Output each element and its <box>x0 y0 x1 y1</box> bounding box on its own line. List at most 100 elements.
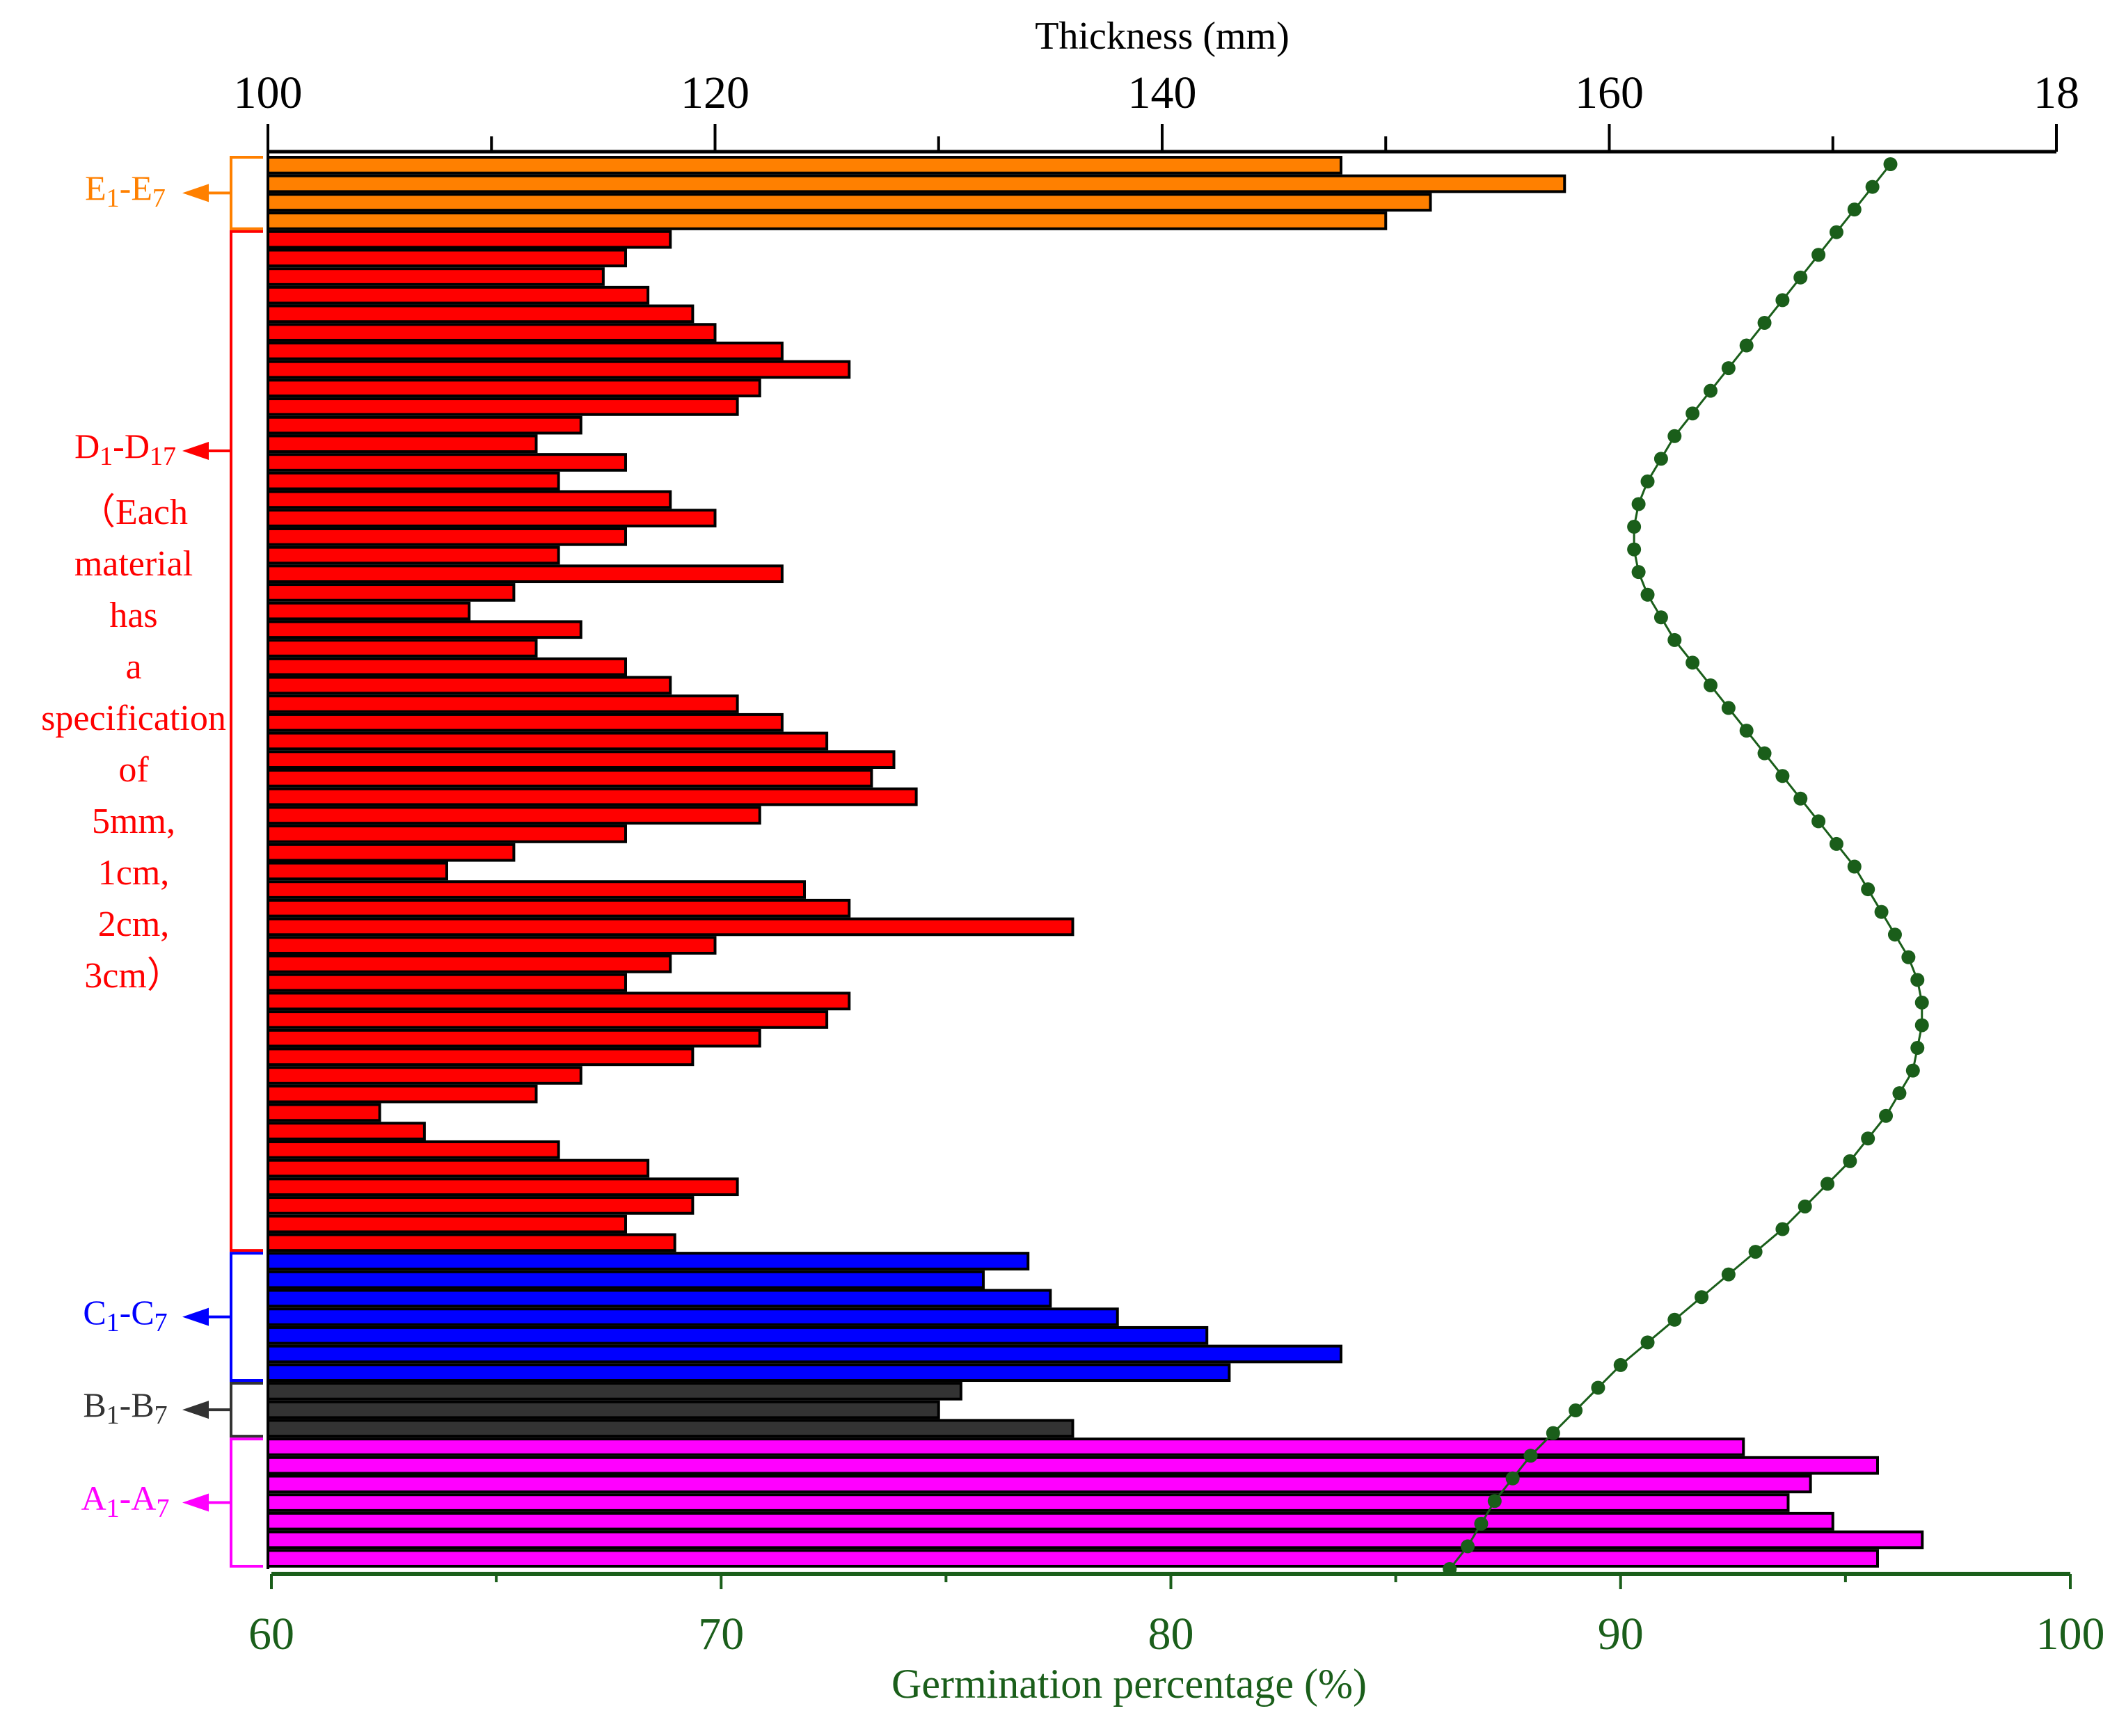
curve-point <box>1591 1380 1605 1395</box>
arrow-head-c <box>182 1307 209 1326</box>
curve-point <box>1879 1108 1894 1123</box>
bar-d <box>267 973 627 992</box>
bar-d <box>267 676 672 695</box>
curve-point <box>1640 1335 1655 1350</box>
curve-point <box>1901 950 1916 964</box>
bar-d <box>267 285 650 305</box>
curve-point <box>1474 1516 1489 1531</box>
bar-d <box>267 620 582 639</box>
note-line: 2cm, <box>97 905 170 944</box>
bar-a <box>267 1456 1879 1475</box>
group-label-part: 7 <box>156 1493 170 1523</box>
curve-point <box>1653 452 1668 466</box>
curve-point <box>1721 361 1736 376</box>
bar-d <box>267 509 717 527</box>
curve-point <box>1748 1245 1763 1259</box>
group-label-part: -E <box>119 168 152 208</box>
curve-point <box>1739 338 1754 353</box>
bar-c <box>267 1252 1030 1271</box>
curve-point <box>1887 927 1902 942</box>
bar-d <box>267 1103 381 1122</box>
bar-d <box>267 1010 829 1029</box>
bar-c <box>267 1325 1209 1345</box>
curve-point <box>1892 1086 1907 1101</box>
top-tick-label: 140 <box>1128 67 1197 118</box>
curve-point <box>1874 905 1889 919</box>
bar-b <box>267 1382 962 1401</box>
specification-note: （Each material has a specification of 5m… <box>15 487 252 1002</box>
note-line: 3cm） <box>84 956 183 996</box>
curve-point <box>1793 270 1808 285</box>
curve-point <box>1757 315 1772 330</box>
bar-d <box>267 601 471 621</box>
curve-point <box>1865 180 1880 194</box>
bar-d <box>267 1084 538 1104</box>
note-line: material <box>74 544 193 584</box>
bar-d <box>267 415 582 435</box>
bar-d <box>267 397 739 416</box>
bar-d <box>267 434 538 454</box>
bar-d <box>267 954 672 973</box>
group-label-part: A <box>81 1478 106 1518</box>
bar-c <box>267 1289 1052 1308</box>
curve-point <box>1653 610 1668 625</box>
bar-d <box>267 453 627 472</box>
note-line: 1cm, <box>97 853 170 893</box>
curve-point <box>1704 383 1718 398</box>
curve-point <box>1847 202 1862 217</box>
bar-d <box>267 1140 560 1159</box>
curve-point <box>1505 1471 1520 1486</box>
curve-point <box>1487 1494 1502 1508</box>
arrow-head-e <box>182 184 209 202</box>
curve-point <box>1569 1403 1583 1418</box>
group-label-e: E1-E7 <box>66 170 184 212</box>
bar-d <box>267 843 516 862</box>
bar-b <box>267 1400 940 1419</box>
bar-a <box>267 1438 1745 1456</box>
group-label-part: D <box>74 427 100 465</box>
curve-point <box>1546 1426 1560 1440</box>
group-label-part: 7 <box>152 184 166 214</box>
curve-point <box>1775 769 1790 783</box>
bar-d <box>267 639 538 658</box>
note-line: 5mm, <box>92 802 175 841</box>
bar-d <box>267 248 627 268</box>
note-line: （Each <box>79 493 188 532</box>
group-label-part: 17 <box>149 442 176 471</box>
curve-point <box>1631 565 1646 580</box>
axes-layer: 100 120 140 160 18 Thickness (mm) 60 70 80 90 100 G… <box>234 15 2105 1707</box>
bar-d <box>267 471 560 491</box>
curve-point <box>1739 724 1754 738</box>
bar-d <box>267 564 784 584</box>
curve-point <box>1883 157 1898 171</box>
group-label-part: C <box>83 1292 106 1332</box>
group-label-part: 1 <box>100 442 113 471</box>
curve-point <box>1685 406 1700 421</box>
curve-point <box>1523 1449 1538 1463</box>
curve-point <box>1613 1357 1628 1372</box>
curve-point <box>1667 429 1682 443</box>
bracket-b <box>230 1382 263 1438</box>
bar-d <box>267 769 873 788</box>
bar-a <box>267 1493 1790 1512</box>
top-tick-label: 160 <box>1575 67 1644 118</box>
curve-point <box>1811 814 1826 829</box>
note-line: specification <box>41 699 226 738</box>
bar-d <box>267 750 896 770</box>
group-label-a: A1-A7 <box>66 1481 184 1522</box>
bar-c <box>267 1307 1119 1326</box>
bar-d <box>267 1047 695 1067</box>
bar-d <box>267 694 739 713</box>
curve-point <box>1640 474 1655 488</box>
top-tick-label: 120 <box>681 67 749 118</box>
bottom-tick-label: 60 <box>248 1609 294 1659</box>
curve-point <box>1721 1267 1736 1282</box>
top-axis-title: Thickness (mm) <box>1035 15 1289 58</box>
germination-curve <box>1443 157 1929 1576</box>
bar-d <box>267 898 851 918</box>
bar-d <box>267 1233 676 1252</box>
curve-point <box>1775 293 1790 308</box>
curve-point <box>1914 995 1929 1010</box>
bar-d <box>267 546 560 565</box>
